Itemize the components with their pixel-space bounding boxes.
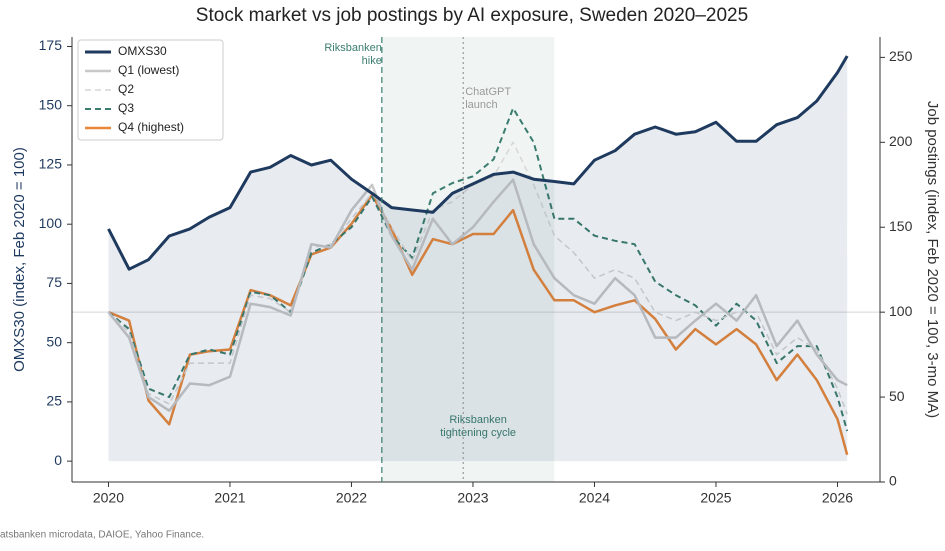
y-tick-label: 150: [39, 96, 63, 112]
legend-label: Q3: [118, 101, 134, 115]
x-tick-label: 2020: [93, 490, 124, 506]
line: [108, 193, 849, 456]
event-label: hike: [362, 55, 382, 67]
x-tick-label: 2024: [579, 490, 610, 506]
y2-axis-label: Job postings (index, Feb 2020 = 100, 3-m…: [924, 101, 941, 418]
y2-tick-label: 0: [889, 473, 897, 489]
y-tick-label: 0: [54, 452, 62, 468]
legend-box: [77, 39, 224, 141]
legend-label: Q4 (highest): [118, 120, 184, 134]
legend-label: Q2: [118, 82, 134, 96]
x-tick-label: 2025: [700, 490, 731, 506]
y2-tick-label: 250: [889, 48, 913, 64]
event-label: launch: [465, 99, 497, 111]
y-tick-label: 175: [39, 37, 63, 53]
chart-title: Stock market vs job postings by AI expos…: [196, 5, 748, 26]
y-tick-label: 25: [46, 393, 62, 409]
y2-tick-label: 150: [889, 218, 913, 234]
legend: OMXS30 Q1 (lowest) Q2 Q3 Q4 (highest): [77, 39, 224, 141]
shade-label: tightening cycle: [440, 427, 516, 439]
source: atsbanken microdata, DAIOE, Yahoo Financ…: [0, 530, 204, 541]
shade-region: [381, 37, 555, 482]
event-label: Riksbanken: [324, 42, 381, 54]
x-tick-label: 2022: [336, 490, 367, 506]
y-tick-label: 50: [46, 333, 62, 349]
y2-tick-label: 100: [889, 303, 913, 319]
y-axis-label: OMXS30 (index, Feb 2020 = 100): [11, 147, 28, 372]
y-tick-label: 125: [39, 156, 63, 172]
y2-tick-label: 200: [889, 133, 913, 149]
line: [107, 178, 848, 412]
x-tick-label: 2023: [457, 490, 488, 506]
legend-label: Q1 (lowest): [118, 63, 179, 77]
legend-label: OMXS30: [118, 44, 167, 58]
event-label: ChatGPT: [465, 86, 511, 98]
x-tick-label: 2026: [822, 490, 853, 506]
line: [107, 107, 849, 432]
x-tick-label: 2021: [214, 490, 245, 506]
y2-tick-label: 50: [889, 388, 905, 404]
y-tick-label: 100: [39, 215, 63, 231]
line: [107, 55, 849, 271]
y-tick-label: 75: [46, 274, 62, 290]
